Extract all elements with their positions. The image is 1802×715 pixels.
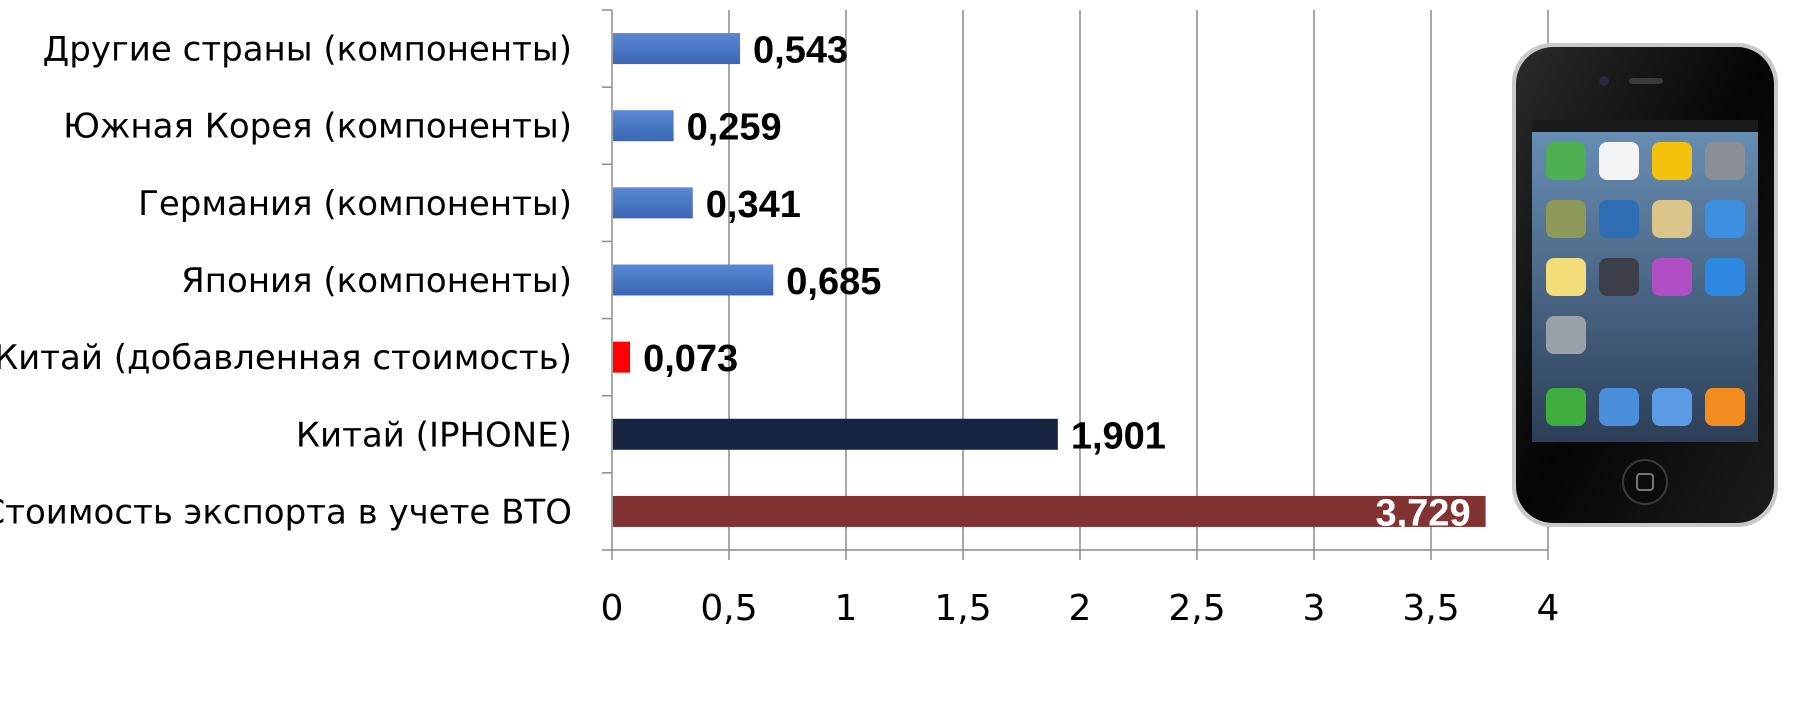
x-tick-label: 4 <box>1537 588 1560 629</box>
x-tick-label: 3 <box>1303 588 1326 629</box>
x-tick-label: 0 <box>601 588 624 629</box>
category-label: Стоимость экспорта в учете ВТО <box>0 492 572 532</box>
x-tick-label: 0,5 <box>700 588 757 629</box>
bar <box>613 418 1058 450</box>
bar <box>613 264 774 296</box>
data-label: 3,729 <box>1375 492 1470 534</box>
grid <box>728 10 1549 550</box>
x-tick-label: 1 <box>835 588 858 629</box>
category-label: Другие страны (компоненты) <box>43 30 572 70</box>
bars <box>613 33 1486 527</box>
axes <box>602 9 1549 560</box>
data-label: 0,685 <box>786 261 881 303</box>
data-label: 0,341 <box>706 184 801 226</box>
category-label: Китай (IPHONE) <box>296 415 572 455</box>
bar <box>613 341 631 373</box>
iphone-icon <box>1512 43 1778 527</box>
category-label: Германия (компоненты) <box>138 184 572 224</box>
bar <box>613 110 674 142</box>
x-tick-label: 2 <box>1069 588 1092 629</box>
category-label: Китай (добавленная стоимость) <box>0 338 572 378</box>
bar <box>613 495 1486 527</box>
x-tick-label: 2,5 <box>1168 588 1225 629</box>
x-tick-label: 3,5 <box>1402 588 1459 629</box>
data-label: 0,543 <box>753 30 848 72</box>
category-label: Япония (компоненты) <box>181 261 572 301</box>
app-icons <box>1546 142 1745 426</box>
bar <box>613 33 741 65</box>
labels: 0 0,5 1 1,5 2 2,5 3 3,5 4 Другие страны (компонен… <box>0 30 1559 629</box>
category-label: Южная Корея (компоненты) <box>63 107 572 147</box>
data-label: 0,259 <box>687 107 782 149</box>
bar <box>613 187 693 219</box>
x-tick-label: 1,5 <box>934 588 991 629</box>
data-label: 1,901 <box>1071 415 1166 457</box>
data-label: 0,073 <box>643 338 738 380</box>
